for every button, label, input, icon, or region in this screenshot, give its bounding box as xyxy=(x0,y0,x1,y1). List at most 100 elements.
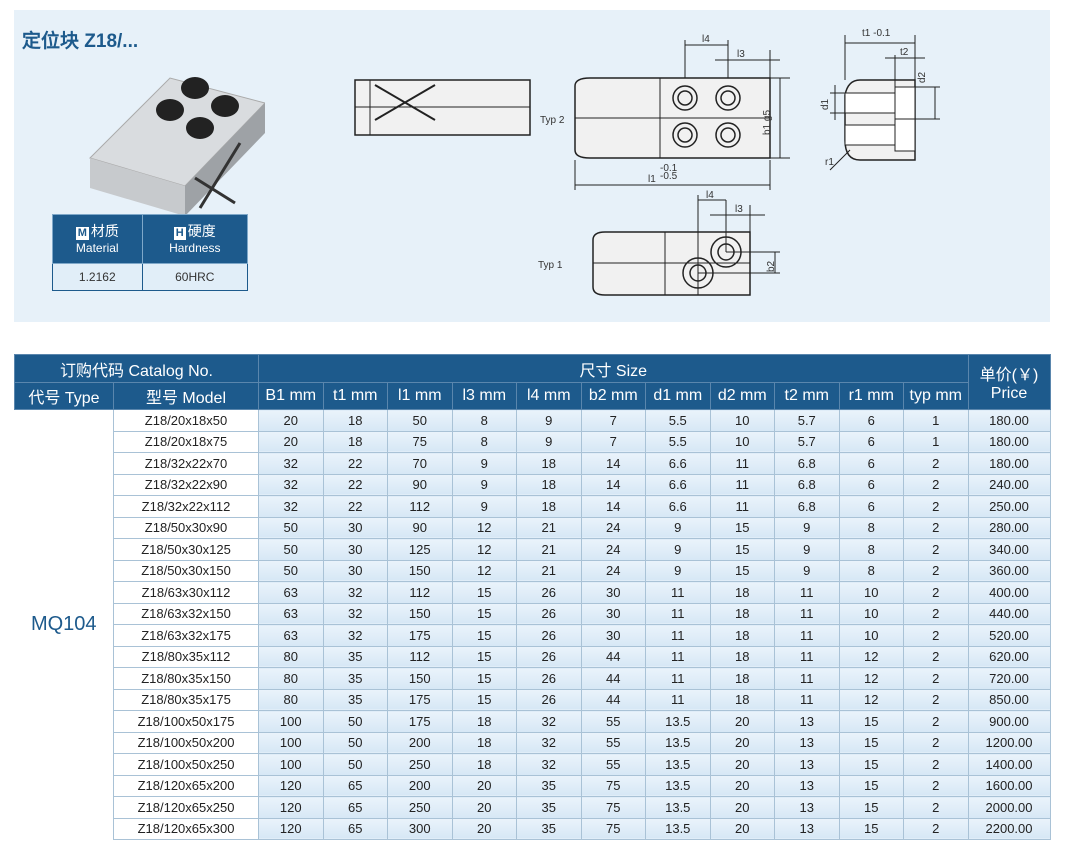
price-cell: 620.00 xyxy=(967,645,1051,668)
model-cell: Z18/32x22x112 xyxy=(112,495,260,518)
size-cell: 13 xyxy=(774,817,840,840)
size-cell: 15 xyxy=(451,645,518,668)
size-cell: 20 xyxy=(258,409,324,432)
size-cell: 35 xyxy=(322,667,389,690)
table-row: Z18/50x30x90 50 30 90 12 21 24 9 15 9 8 2 280.00 xyxy=(15,516,1051,539)
size-cell: 9 xyxy=(451,473,518,496)
price-cell: 240.00 xyxy=(967,473,1051,496)
svg-text:l4: l4 xyxy=(702,34,710,45)
size-cell: 90 xyxy=(387,516,453,539)
size-cell: 112 xyxy=(387,495,453,518)
price-cell: 180.00 xyxy=(967,409,1051,432)
table-row: Z18/63x32x150 63 32 150 15 26 30 11 18 11 10 2 440.0… xyxy=(15,602,1051,625)
size-cell: 18 xyxy=(451,710,518,733)
size-cell: 30 xyxy=(580,624,647,647)
size-cell: 6.6 xyxy=(645,452,711,475)
svg-text:d2: d2 xyxy=(917,71,928,83)
size-cell: 18 xyxy=(451,753,518,776)
svg-text:t2: t2 xyxy=(900,47,909,58)
price-cell: 720.00 xyxy=(967,667,1051,690)
price-cell: 250.00 xyxy=(967,495,1051,518)
size-cell: 32 xyxy=(322,602,389,625)
size-cell: 80 xyxy=(258,667,324,690)
size-cell: 9 xyxy=(645,516,711,539)
model-cell: Z18/63x32x150 xyxy=(112,602,260,625)
size-cell: 32 xyxy=(322,581,389,604)
size-cell: 32 xyxy=(322,624,389,647)
size-cell: 20 xyxy=(709,753,776,776)
table-row: Z18/20x18x75 20 18 75 8 9 7 5.5 10 5.7 6 1 180.00 xyxy=(15,430,1051,453)
size-cell: 21 xyxy=(516,516,582,539)
size-cell: 63 xyxy=(258,624,324,647)
svg-text:t1 -0.1: t1 -0.1 xyxy=(862,28,891,39)
size-cell: 22 xyxy=(322,495,389,518)
size-cell: 12 xyxy=(838,645,905,668)
size-cell: 2 xyxy=(903,602,969,625)
size-cell: 2 xyxy=(903,624,969,647)
size-cell: 75 xyxy=(580,796,647,819)
size-cell: 35 xyxy=(516,817,582,840)
column-header: b2 mm xyxy=(580,382,647,410)
material-header: M 材质 Material xyxy=(52,214,143,264)
size-cell: 10 xyxy=(838,624,905,647)
price-cell: 400.00 xyxy=(967,581,1051,604)
price-cell: 1600.00 xyxy=(967,774,1051,797)
size-cell: 26 xyxy=(516,688,582,711)
size-cell: 12 xyxy=(451,559,518,582)
size-cell: 7 xyxy=(580,430,647,453)
size-cell: 150 xyxy=(387,667,453,690)
size-cell: 15 xyxy=(838,774,905,797)
table-row: Z18/80x35x112 80 35 112 15 26 44 11 18 11 12 2 620.0… xyxy=(15,645,1051,668)
type-cell: MQ104 xyxy=(14,409,114,840)
size-cell: 30 xyxy=(580,602,647,625)
size-cell: 32 xyxy=(258,495,324,518)
svg-text:l4: l4 xyxy=(706,190,714,201)
size-cell: 11 xyxy=(645,688,711,711)
size-cell: 2 xyxy=(903,473,969,496)
size-cell: 12 xyxy=(838,667,905,690)
size-cell: 5.7 xyxy=(774,409,840,432)
size-cell: 13.5 xyxy=(645,796,711,819)
size-cell: 14 xyxy=(580,452,647,475)
price-cell: 850.00 xyxy=(967,688,1051,711)
size-cell: 50 xyxy=(322,753,389,776)
size-cell: 6 xyxy=(838,409,905,432)
size-cell: 35 xyxy=(516,774,582,797)
size-cell: 11 xyxy=(774,602,840,625)
size-cell: 15 xyxy=(451,581,518,604)
size-cell: 6.8 xyxy=(774,452,840,475)
size-cell: 13.5 xyxy=(645,817,711,840)
size-cell: 35 xyxy=(322,688,389,711)
size-cell: 20 xyxy=(451,774,518,797)
size-cell: 120 xyxy=(258,774,324,797)
size-cell: 26 xyxy=(516,667,582,690)
size-cell: 20 xyxy=(709,796,776,819)
size-cell: 55 xyxy=(580,753,647,776)
size-cell: 11 xyxy=(645,667,711,690)
size-cell: 250 xyxy=(387,796,453,819)
size-cell: 6 xyxy=(838,473,905,496)
table-row: Z18/100x50x200 100 50 200 18 32 55 13.5 20 13 15 2 1… xyxy=(15,731,1051,754)
size-cell: 11 xyxy=(709,473,776,496)
size-cell: 14 xyxy=(580,495,647,518)
model-cell: Z18/120x65x250 xyxy=(112,796,260,819)
typ2-label: Typ 2 xyxy=(540,115,565,126)
svg-text:l3: l3 xyxy=(735,204,743,215)
size-cell: 15 xyxy=(838,710,905,733)
price-cell: 180.00 xyxy=(967,430,1051,453)
size-cell: 18 xyxy=(516,495,582,518)
table-row: Z18/63x32x175 63 32 175 15 26 30 11 18 11 10 2 520.0… xyxy=(15,624,1051,647)
model-cell: Z18/120x65x300 xyxy=(112,817,260,840)
size-cell: 15 xyxy=(838,731,905,754)
size-cell: 15 xyxy=(838,796,905,819)
size-cell: 9 xyxy=(774,538,840,561)
svg-text:d1: d1 xyxy=(820,98,831,110)
size-cell: 6.6 xyxy=(645,473,711,496)
table-row: Z18/120x65x300 120 65 300 20 35 75 13.5 20 13 15 2 2… xyxy=(15,817,1051,840)
size-cell: 20 xyxy=(258,430,324,453)
size-cell: 13.5 xyxy=(645,774,711,797)
size-cell: 10 xyxy=(838,602,905,625)
size-cell: 14 xyxy=(580,473,647,496)
size-cell: 22 xyxy=(322,452,389,475)
size-cell: 44 xyxy=(580,667,647,690)
